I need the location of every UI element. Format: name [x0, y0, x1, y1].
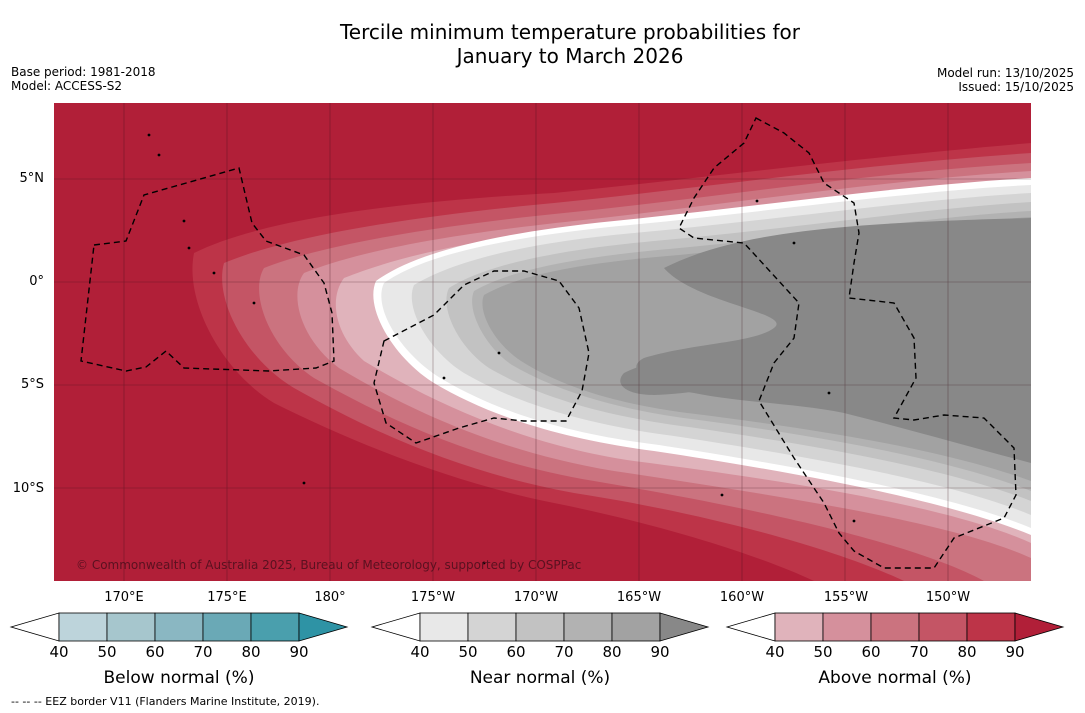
near-60-swatch: [515, 612, 565, 642]
near-80-swatch: [611, 612, 661, 642]
below-90-extend: [298, 612, 349, 642]
lat-label-5n: 5°N: [19, 171, 45, 186]
above-80-swatch: [966, 612, 1016, 642]
below-tick: 70: [193, 643, 213, 661]
near-tick: 50: [458, 643, 478, 661]
model-name: Model: ACCESS-S2: [11, 79, 123, 93]
colorbars: [9, 612, 1065, 642]
near-tick: 90: [650, 643, 670, 661]
island-marker: [482, 561, 486, 565]
lon-label-175e: 175°E: [207, 590, 247, 605]
lon-label-150w: 150°W: [925, 590, 971, 605]
island-marker: [252, 301, 256, 305]
above-tick: 70: [909, 643, 929, 661]
island-marker: [442, 376, 446, 380]
island-marker: [852, 519, 856, 523]
near-70-swatch: [563, 612, 613, 642]
above-90-extend: [1014, 612, 1065, 642]
island-marker: [755, 199, 759, 203]
metadata-right: Model run: 13/10/2025 Issued: 15/10/2025: [937, 66, 1074, 94]
below-extend-low: [9, 612, 60, 642]
lon-label-170e: 170°E: [104, 590, 144, 605]
below-60-swatch: [154, 612, 204, 642]
island-marker: [212, 271, 216, 275]
colorbar-near: [370, 612, 710, 642]
above-tick: 80: [957, 643, 977, 661]
copyright-notice: © Commonwealth of Australia 2025, Bureau…: [76, 558, 582, 572]
above-tick: 60: [861, 643, 881, 661]
above-60-swatch: [870, 612, 920, 642]
island-marker: [187, 246, 191, 250]
below-tick: 50: [97, 643, 117, 661]
metadata-left: Base period: 1981-2018 Model: ACCESS-S2: [11, 65, 156, 93]
map-canvas: [54, 103, 1031, 581]
eez-border-kiribati-gilbert: [80, 167, 335, 372]
island-marker: [792, 241, 796, 245]
below-40-swatch: [58, 612, 108, 642]
probability-map: © Commonwealth of Australia 2025, Bureau…: [54, 103, 1031, 581]
near-tick: 40: [410, 643, 430, 661]
lon-label-170w: 170°W: [513, 590, 559, 605]
lat-label-equator: 0°: [29, 274, 44, 289]
near-50-swatch: [467, 612, 517, 642]
near-normal-title: Near normal (%): [469, 668, 611, 688]
model-run-date: Model run: 13/10/2025: [936, 66, 1074, 80]
islands: [147, 133, 856, 565]
near-tick: 70: [554, 643, 574, 661]
above-tick: 50: [813, 643, 833, 661]
island-marker: [720, 493, 724, 497]
lat-label-10s: 10°S: [12, 481, 44, 496]
colorbar-above: [725, 612, 1065, 642]
below-tick: 80: [241, 643, 261, 661]
eez-footnote: -- -- -- EEZ border V11 (Flanders Marine…: [11, 695, 320, 708]
lon-label-155w: 155°W: [823, 590, 869, 605]
title-line-2: January to March 2026: [456, 44, 684, 68]
below-70-swatch: [202, 612, 252, 642]
issued-date: Issued: 15/10/2025: [958, 80, 1074, 94]
eez-borders: [80, 117, 1017, 569]
below-tick: 60: [145, 643, 165, 661]
above-70-swatch: [918, 612, 968, 642]
graticule: [54, 103, 1031, 581]
near-extend-low: [370, 612, 421, 642]
above-tick: 90: [1005, 643, 1025, 661]
above-40-swatch: [774, 612, 824, 642]
near-90-core: [636, 218, 1031, 463]
below-tick: 40: [49, 643, 69, 661]
island-marker: [827, 391, 831, 395]
lon-label-165w: 165°W: [616, 590, 662, 605]
island-marker: [182, 219, 186, 223]
colorbar-below: [9, 612, 349, 642]
island-marker: [157, 153, 161, 157]
island-marker: [147, 133, 151, 137]
map-title: Tercile minimum temperature probabilitie…: [0, 20, 1085, 68]
below-normal-title: Below normal (%): [103, 668, 255, 688]
near-90-extend: [659, 612, 710, 642]
lon-label-180: 180°: [314, 590, 346, 605]
lat-label-5s: 5°S: [20, 377, 44, 392]
above-50-swatch: [822, 612, 872, 642]
near-tick: 60: [506, 643, 526, 661]
island-marker: [302, 481, 306, 485]
above-normal-title: Above normal (%): [818, 668, 972, 688]
eez-border-phoenix: [373, 270, 590, 444]
lon-label-175w: 175°W: [410, 590, 456, 605]
below-50-swatch: [106, 612, 156, 642]
eez-border-line-islands: [678, 117, 1017, 569]
near-40-swatch: [419, 612, 469, 642]
base-period: Base period: 1981-2018: [11, 65, 156, 79]
near-tick: 80: [602, 643, 622, 661]
below-tick: 90: [289, 643, 309, 661]
above-tick: 40: [765, 643, 785, 661]
above-extend-low: [725, 612, 776, 642]
title-line-1: Tercile minimum temperature probabilitie…: [339, 20, 801, 44]
lon-label-160w: 160°W: [719, 590, 765, 605]
below-80-swatch: [250, 612, 300, 642]
island-marker: [497, 351, 501, 355]
